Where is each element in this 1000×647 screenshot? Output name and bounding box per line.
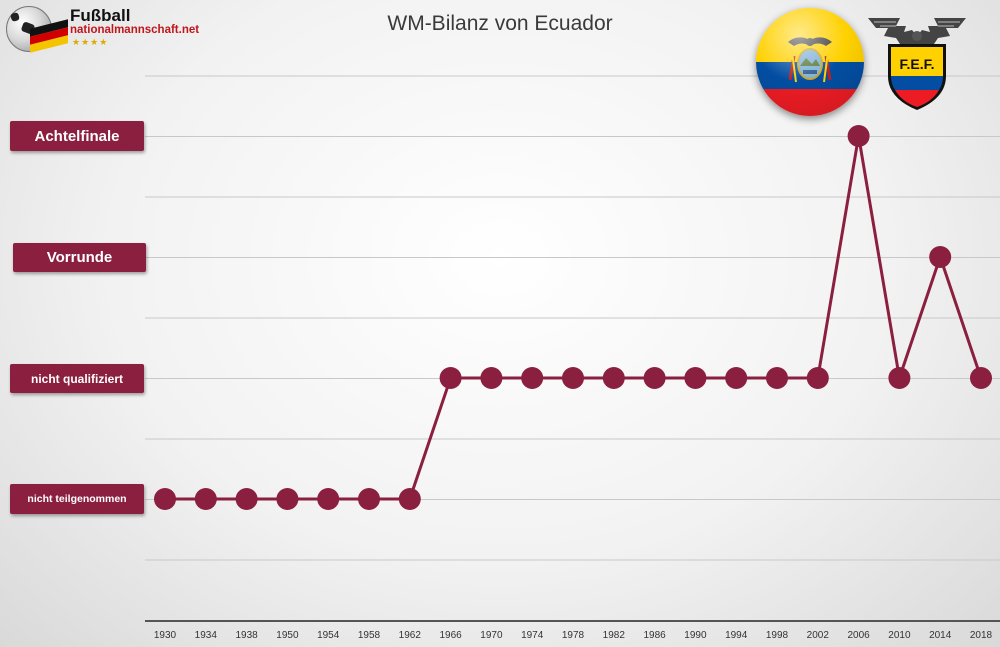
x-tick-label: 1970 — [480, 630, 503, 641]
flag-gloss — [756, 8, 864, 116]
gridlines — [145, 75, 1000, 622]
x-tick-label: 2014 — [929, 630, 952, 641]
data-point-2002 — [806, 367, 829, 389]
x-tick-label: 1962 — [398, 630, 421, 641]
x-tick-label: 2018 — [969, 630, 993, 641]
logo-text-domain: nationalmannschaft.net — [70, 24, 200, 36]
y-label-achtelfinale: Achtelfinale — [10, 121, 144, 151]
data-point-1990 — [684, 367, 707, 389]
x-tick-label: 1986 — [643, 630, 666, 641]
x-tick-label: 2006 — [847, 630, 870, 641]
y-label-vorrunde: Vorrunde — [13, 243, 146, 272]
data-points — [154, 125, 992, 510]
ecuador-flag-icon — [756, 8, 864, 116]
x-tick-label: 1994 — [725, 630, 748, 641]
x-tick-label: 1966 — [439, 630, 462, 641]
data-point-1962 — [398, 488, 421, 510]
x-tick-label: 1998 — [765, 630, 789, 641]
data-point-2018 — [970, 367, 992, 389]
fef-badge-icon: F.E.F. — [868, 18, 966, 110]
data-point-1958 — [358, 488, 380, 510]
x-tick-label: 1938 — [235, 630, 258, 641]
x-tick-label: 1954 — [317, 630, 340, 641]
data-point-1994 — [725, 367, 748, 389]
data-point-2014 — [929, 246, 952, 268]
site-logo: Fußball nationalmannschaft.net ★★★★ — [6, 4, 216, 53]
x-tick-label: 2002 — [806, 630, 829, 641]
data-point-1938 — [235, 488, 258, 510]
y-label-nicht-qualifiziert: nicht qualifiziert — [10, 364, 144, 393]
data-point-1974 — [521, 367, 544, 389]
x-tick-label: 2010 — [888, 630, 911, 641]
data-point-2006 — [847, 125, 870, 147]
data-point-2010 — [888, 367, 911, 389]
y-label-nicht-teilgenommen: nicht teilgenommen — [10, 484, 144, 514]
data-point-1930 — [154, 488, 176, 510]
data-point-1978 — [562, 367, 584, 389]
data-point-1966 — [439, 367, 462, 389]
data-point-1934 — [194, 488, 217, 510]
data-point-1954 — [317, 488, 340, 510]
x-tick-label: 1974 — [521, 630, 544, 641]
fef-text: F.E.F. — [899, 56, 934, 72]
x-tick-label: 1934 — [194, 630, 217, 641]
chart-title: WM-Bilanz von Ecuador — [387, 12, 613, 35]
x-tick-label: 1990 — [684, 630, 707, 641]
logo-stars: ★★★★ — [72, 37, 109, 47]
x-tick-label: 1982 — [602, 630, 625, 641]
logo-text-fussball: Fußball — [70, 6, 131, 25]
x-tick-label: 1930 — [153, 630, 177, 641]
x-tick-label: 1978 — [561, 630, 585, 641]
data-point-1950 — [276, 488, 299, 510]
data-point-1986 — [643, 367, 666, 389]
data-point-1998 — [766, 367, 788, 389]
data-point-1982 — [602, 367, 625, 389]
x-tick-label: 1950 — [276, 630, 299, 641]
x-tick-label: 1958 — [357, 630, 381, 641]
data-point-1970 — [480, 367, 503, 389]
